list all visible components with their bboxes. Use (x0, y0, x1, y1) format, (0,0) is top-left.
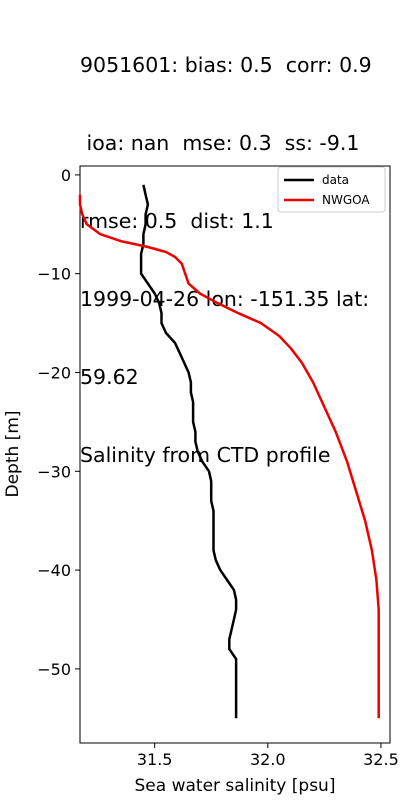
title-line: 9051601: bias: 0.5 corr: 0.9 (80, 53, 372, 77)
legend: data NWGOA (277, 166, 386, 213)
title-line: ioa: nan mse: 0.3 ss: -9.1 (80, 131, 360, 155)
title-line: rmse: 0.5 dist: 1.1 (80, 209, 274, 233)
y-tick-label: −20 (37, 363, 71, 382)
y-tick-label: 0 (61, 166, 71, 185)
y-tick-label: −10 (37, 265, 71, 284)
y-tick-label: −40 (37, 561, 71, 580)
y-tick-label: −50 (37, 660, 71, 679)
legend-label-nwgoa: NWGOA (322, 193, 370, 207)
x-tick-label: 32.0 (250, 750, 286, 769)
title-line: Salinity from CTD profile (80, 443, 331, 467)
series-lines (78, 184, 380, 719)
title-line: 59.62 (80, 365, 139, 389)
y-tick-label: −30 (37, 462, 71, 481)
x-axis-label: Sea water salinity [psu] (135, 776, 336, 796)
plot-area-frame (79, 165, 391, 744)
x-tick-label: 31.5 (137, 750, 173, 769)
series-line-nwgoa (78, 194, 380, 719)
title-line: 1999-04-26 lon: -151.35 lat: (80, 287, 370, 311)
chart-title: 9051601: bias: 0.5 corr: 0.9 ioa: nan ms… (80, 0, 398, 494)
y-axis-label: Depth [m] (3, 410, 23, 497)
axis-ticks: 31.5 32.0 32.5 0 −10 −20 −30 −40 −50 (37, 166, 399, 769)
legend-label-data: data (322, 173, 349, 187)
x-tick-label: 32.5 (363, 750, 399, 769)
series-line-data (139, 184, 238, 719)
